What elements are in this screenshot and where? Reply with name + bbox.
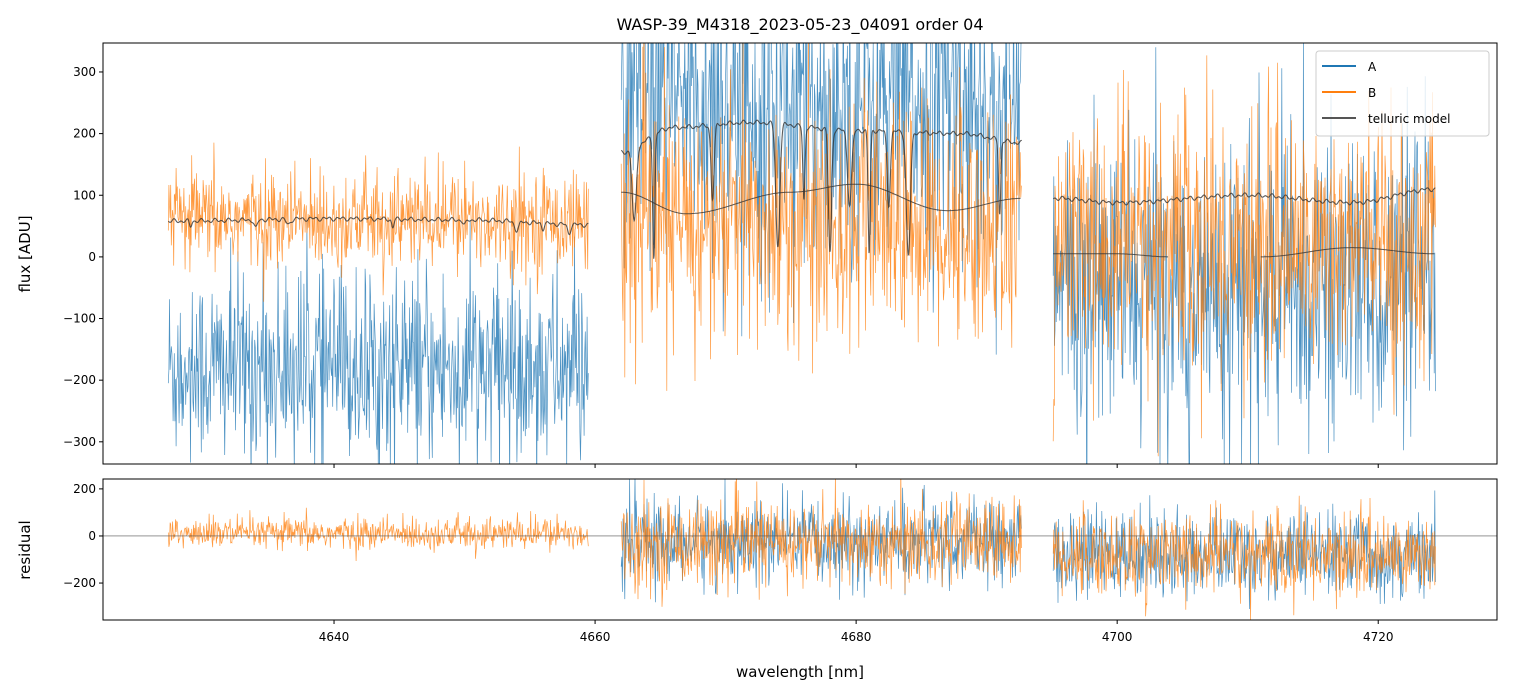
telluric-model-lower-2 [1053,253,1169,258]
series-b-segment-2 [620,43,1022,391]
series-b-segment-3 [1052,55,1436,457]
telluric-model-lower-3 [1260,247,1435,258]
telluric-model-upper-2 [620,119,1022,259]
x-tick-label: 4700 [1102,630,1133,644]
x-tick-label: 4640 [319,630,350,644]
y-tick-label-flux: 100 [73,188,96,202]
flux-plot-area [167,43,1436,464]
y-tick-label-flux: −100 [63,312,96,326]
y-tick-label-flux: −300 [63,435,96,449]
y-tick-label-residual: −200 [63,576,96,590]
residual-a-segment-3 [1052,490,1436,610]
y-axis-label-flux: flux [ADU] [16,215,34,292]
telluric-model-upper-1 [167,216,589,236]
telluric-model-lower-1 [621,183,1021,215]
legend-box [1315,50,1490,137]
x-tick-label: 4660 [580,630,611,644]
y-tick-label-flux: −200 [63,373,96,387]
series-a-segment-1 [167,220,589,464]
residual-b-segment-1 [167,507,589,562]
legend-label-telluric: telluric model [1368,112,1450,126]
y-tick-label-residual: 200 [73,482,96,496]
x-tick-label: 4720 [1363,630,1394,644]
residual-plot-area [103,479,1497,620]
flux-axes-frame [102,42,1498,465]
legend-label-a: A [1368,60,1377,74]
residual-axes-frame [102,478,1498,621]
x-axis-label: wavelength [nm] [736,663,864,681]
legend: A B telluric model [1315,50,1490,137]
x-tick-label: 4680 [841,630,872,644]
y-tick-label-flux: 300 [73,65,96,79]
y-tick-label-flux: 200 [73,127,96,141]
legend-label-b: B [1368,86,1376,100]
residual-b-segment-3 [1052,495,1436,620]
y-tick-label-flux: 0 [88,250,96,264]
residual-b-segment-2 [620,479,1022,607]
chart-title: WASP-39_M4318_2023-05-23_04091 order 04 [616,15,983,35]
series-a-segment-2 [620,43,1022,355]
axes: 300 200 100 0 −100 −200 −300 200 0 −200 4640 4660 46… [63,42,1498,644]
telluric-model-upper-3 [1052,187,1436,206]
series-b-segment-1 [167,142,589,302]
y-tick-label-residual: 0 [88,529,96,543]
y-axis-label-residual: residual [16,520,34,579]
